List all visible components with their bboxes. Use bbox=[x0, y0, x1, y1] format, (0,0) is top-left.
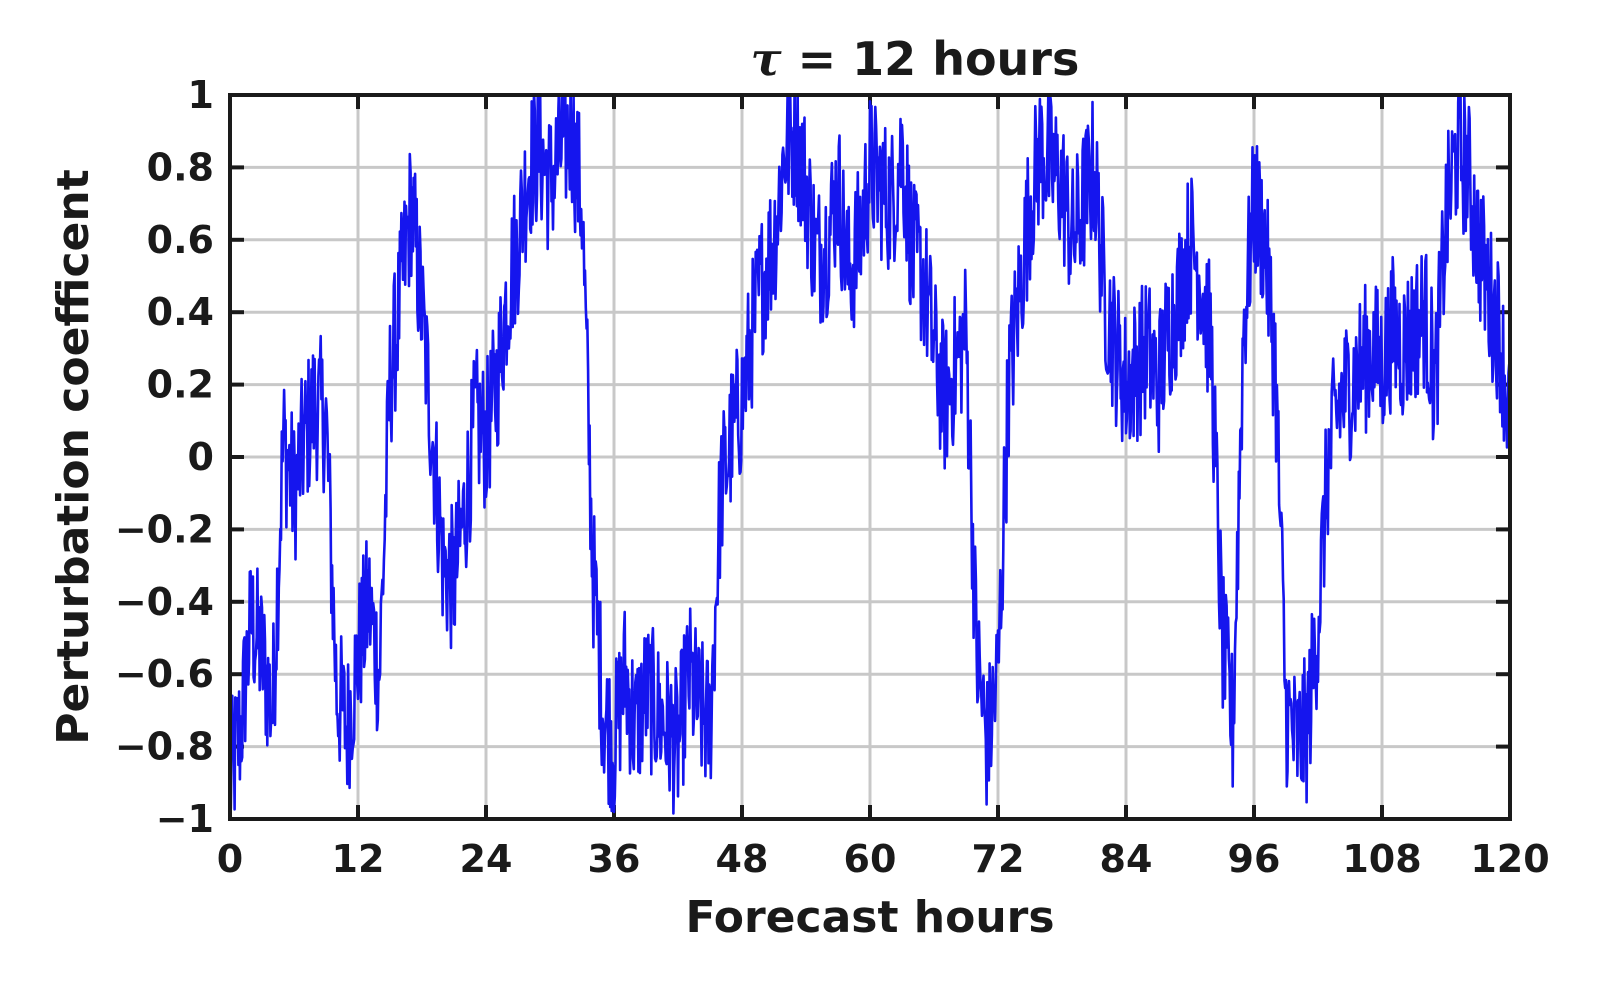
plot-frame bbox=[228, 93, 1512, 821]
x-axis-label: Forecast hours bbox=[685, 892, 1054, 943]
y-tick-label: −0.6 bbox=[115, 652, 214, 696]
y-tick-label: 1 bbox=[188, 73, 214, 117]
x-tick-label: 72 bbox=[972, 837, 1025, 881]
x-tick-label: 24 bbox=[460, 837, 513, 881]
chart-title-text: = 12 hours bbox=[782, 32, 1080, 86]
x-tick-label: 108 bbox=[1342, 837, 1421, 881]
x-tick-label: 12 bbox=[332, 837, 385, 881]
chart-title-symbol: τ bbox=[751, 32, 782, 86]
x-tick-label: 84 bbox=[1100, 837, 1153, 881]
y-tick-label: 0.4 bbox=[147, 290, 214, 334]
chart-title: τ = 12 hours bbox=[751, 32, 1080, 86]
x-tick-label: 96 bbox=[1228, 837, 1281, 881]
x-tick-labels: 0 12 24 36 48 60 72 84 96 108 120 bbox=[217, 837, 1550, 881]
x-tick-label: 0 bbox=[217, 837, 243, 881]
y-tick-label: −0.4 bbox=[115, 580, 214, 624]
y-tick-label: 0.2 bbox=[147, 363, 214, 407]
y-tick-label: 0.6 bbox=[147, 218, 214, 262]
y-tick-label: −0.8 bbox=[115, 725, 214, 769]
y-tick-labels: −1 −0.8 −0.6 −0.4 −0.2 0 0.2 0.4 0.6 0.8 1 bbox=[115, 73, 214, 841]
y-tick-label: −1 bbox=[156, 797, 214, 841]
series-line bbox=[230, 95, 1510, 815]
series-layer bbox=[230, 95, 1510, 815]
x-tick-label: 120 bbox=[1470, 837, 1549, 881]
x-tick-label: 48 bbox=[716, 837, 769, 881]
x-tick-label: 36 bbox=[588, 837, 641, 881]
y-axis-label: Perturbation coefficent bbox=[48, 169, 99, 745]
x-tick-label: 60 bbox=[844, 837, 897, 881]
y-tick-label: 0 bbox=[188, 435, 214, 479]
y-tick-label: −0.2 bbox=[115, 507, 214, 551]
y-tick-label: 0.8 bbox=[147, 145, 214, 189]
